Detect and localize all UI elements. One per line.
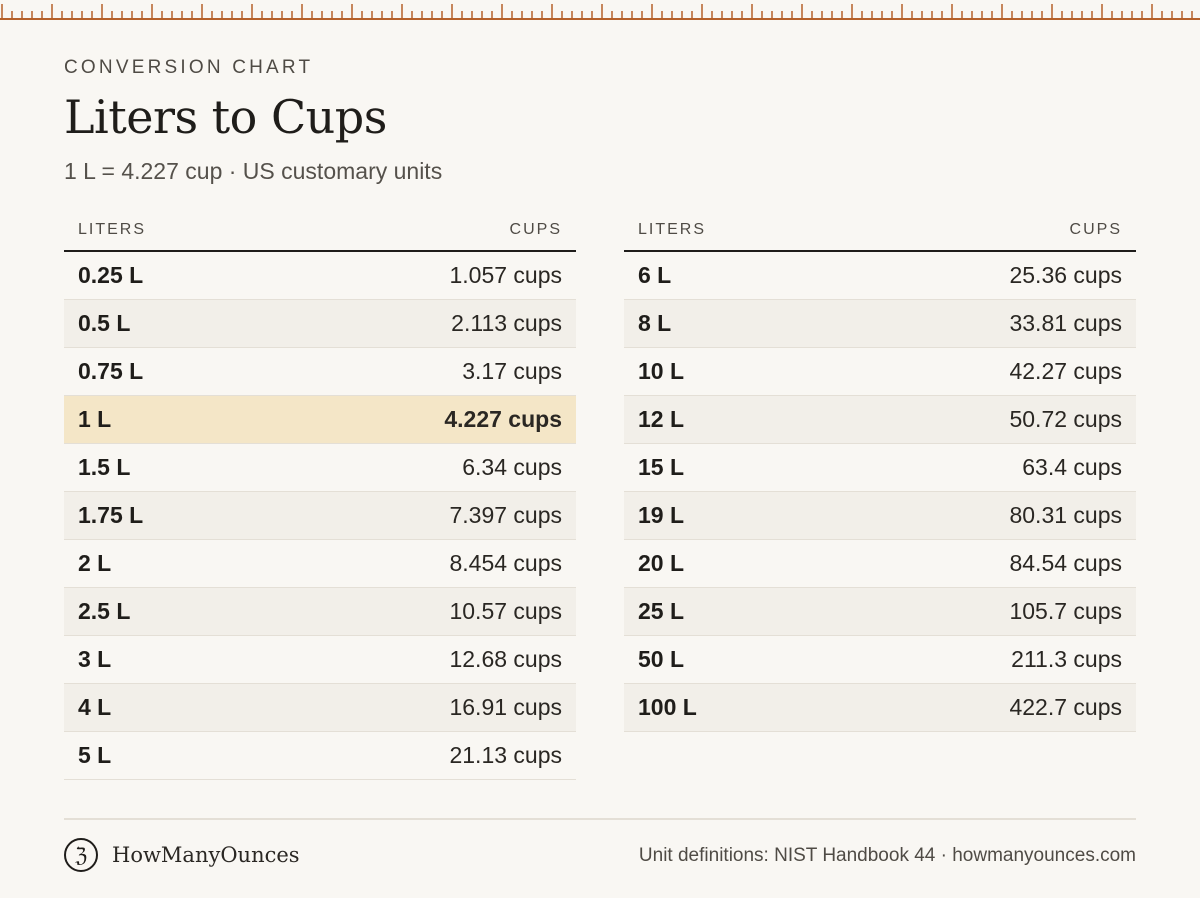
cups-value: 63.4 cups [1022, 454, 1122, 480]
table-row: 25 L 105.7 cups [624, 588, 1136, 636]
table-row: 2 L 8.454 cups [64, 540, 576, 588]
table-row: 0.25 L 1.057 cups [64, 252, 576, 300]
column-header-liters: LITERS [78, 221, 147, 238]
table-row: 4 L 16.91 cups [64, 684, 576, 732]
table-row: 50 L 211.3 cups [624, 636, 1136, 684]
cups-value: 4.227 cups [444, 406, 562, 432]
liters-value: 10 L [638, 358, 685, 384]
cups-value: 7.397 cups [449, 502, 562, 528]
cups-value: 422.7 cups [1009, 694, 1122, 720]
cups-value: 105.7 cups [1009, 598, 1122, 624]
table-row: 2.5 L 10.57 cups [64, 588, 576, 636]
liters-value: 50 L [638, 646, 685, 672]
table-header: LITERS CUPS [64, 210, 576, 252]
table-row: 3 L 12.68 cups [64, 636, 576, 684]
column-header-cups: CUPS [1069, 221, 1122, 238]
liters-value: 12 L [638, 406, 685, 432]
table-body: 6 L 25.36 cups 8 L 33.81 cups 10 L 42.27 cups… [624, 252, 1136, 732]
liters-value: 0.25 L [78, 262, 144, 288]
liters-value: 100 L [638, 694, 697, 720]
liters-value: 3 L [78, 646, 112, 672]
cups-value: 6.34 cups [462, 454, 562, 480]
page-subtitle: 1 L = 4.227 cup · US customary units [64, 158, 443, 184]
liters-value: 5 L [78, 742, 112, 768]
eyebrow-label: CONVERSION CHART [64, 57, 314, 78]
liters-value: 25 L [638, 598, 685, 624]
liters-value: 1.75 L [78, 502, 144, 528]
table-body: 0.25 L 1.057 cups 0.5 L 2.113 cups 0.75 L 3.1… [64, 252, 576, 780]
liters-value: 6 L [638, 262, 672, 288]
table-row: 0.5 L 2.113 cups [64, 300, 576, 348]
cups-value: 42.27 cups [1009, 358, 1122, 384]
liters-value: 2.5 L [78, 598, 131, 624]
cups-value: 21.13 cups [449, 742, 562, 768]
cups-value: 12.68 cups [449, 646, 562, 672]
table-header: LITERS CUPS [624, 210, 1136, 252]
footer-divider [64, 818, 1136, 820]
cups-value: 10.57 cups [449, 598, 562, 624]
cups-value: 1.057 cups [449, 262, 562, 288]
table-row: 1.75 L 7.397 cups [64, 492, 576, 540]
cups-value: 8.454 cups [449, 550, 562, 576]
table-row: 8 L 33.81 cups [624, 300, 1136, 348]
conversion-table-left: LITERS CUPS 0.25 L 1.057 cups 0.5 L 2.113 c… [64, 210, 576, 780]
cups-value: 2.113 cups [451, 310, 562, 336]
liters-value: 15 L [638, 454, 685, 480]
table-row: 12 L 50.72 cups [624, 396, 1136, 444]
cups-value: 50.72 cups [1009, 406, 1122, 432]
column-header-cups: CUPS [509, 221, 562, 238]
table-row: 20 L 84.54 cups [624, 540, 1136, 588]
ruler-ticks [0, 4, 1200, 20]
liters-value: 4 L [78, 694, 112, 720]
table-row: 6 L 25.36 cups [624, 252, 1136, 300]
table-row: 19 L 80.31 cups [624, 492, 1136, 540]
table-row: 15 L 63.4 cups [624, 444, 1136, 492]
table-row: 10 L 42.27 cups [624, 348, 1136, 396]
cups-value: 84.54 cups [1009, 550, 1122, 576]
conversion-table-right: LITERS CUPS 6 L 25.36 cups 8 L 33.81 cups 10… [624, 210, 1136, 732]
liters-value: 1 L [78, 406, 112, 432]
cups-value: 16.91 cups [449, 694, 562, 720]
cups-value: 80.31 cups [1009, 502, 1122, 528]
liters-value: 2 L [78, 550, 112, 576]
table-row: 5 L 21.13 cups [64, 732, 576, 780]
liters-value: 20 L [638, 550, 685, 576]
table-row: 1.5 L 6.34 cups [64, 444, 576, 492]
cups-value: 211.3 cups [1011, 646, 1122, 672]
cups-value: 25.36 cups [1009, 262, 1122, 288]
liters-value: 0.5 L [78, 310, 131, 336]
column-header-liters: LITERS [638, 221, 707, 238]
source-credit: Unit definitions: NIST Handbook 44 · how… [638, 845, 1136, 866]
table-row-highlighted: 1 L 4.227 cups [64, 396, 576, 444]
table-row: 0.75 L 3.17 cups [64, 348, 576, 396]
ounce-logo-icon: ℨ [64, 838, 98, 872]
liters-value: 19 L [638, 502, 685, 528]
cups-value: 3.17 cups [462, 358, 562, 384]
brand-name: HowManyOunces [112, 843, 300, 867]
ruler-decoration [0, 0, 1200, 24]
brand-logo: ℨ HowManyOunces [64, 838, 300, 872]
liters-value: 8 L [638, 310, 672, 336]
page-title: Liters to Cups [64, 90, 387, 144]
liters-value: 1.5 L [78, 454, 131, 480]
cups-value: 33.81 cups [1009, 310, 1122, 336]
liters-value: 0.75 L [78, 358, 144, 384]
table-row: 100 L 422.7 cups [624, 684, 1136, 732]
